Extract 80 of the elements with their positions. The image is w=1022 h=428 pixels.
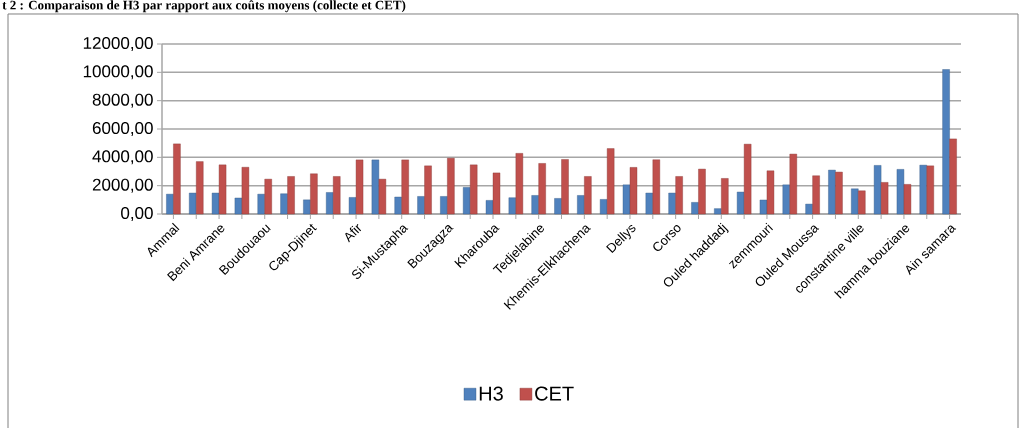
bar xyxy=(241,167,250,215)
bar xyxy=(743,143,752,215)
y-tick-label: 6000,00 xyxy=(92,121,153,137)
bar xyxy=(554,198,562,215)
bar xyxy=(629,167,638,215)
bar xyxy=(880,182,889,215)
y-tick-label: 4000,00 xyxy=(92,150,153,165)
bar xyxy=(348,197,357,215)
bar xyxy=(949,138,957,215)
bar xyxy=(577,195,585,215)
bar xyxy=(812,175,820,215)
bar xyxy=(326,192,334,215)
bar xyxy=(508,197,517,215)
bar xyxy=(264,178,272,215)
bar xyxy=(310,173,318,215)
y-tick-label: 10000,00 xyxy=(83,65,153,80)
bar xyxy=(584,176,592,215)
bar xyxy=(691,202,699,215)
bar xyxy=(698,168,706,215)
y-tick-label: 8000,00 xyxy=(92,93,153,108)
bar xyxy=(440,196,448,215)
bar xyxy=(424,165,432,215)
bar xyxy=(782,184,790,215)
bar xyxy=(766,170,775,215)
bar xyxy=(218,164,227,215)
bar xyxy=(652,159,661,215)
bar xyxy=(714,208,722,215)
bar xyxy=(378,178,387,215)
bar xyxy=(280,193,288,215)
bar xyxy=(622,184,631,215)
bar xyxy=(828,169,836,215)
bar xyxy=(189,192,197,215)
bar xyxy=(759,199,768,215)
bar xyxy=(287,176,295,215)
bar xyxy=(538,163,546,215)
bar xyxy=(257,193,265,215)
bar xyxy=(234,197,243,215)
chart-title: t 2 : Comparaison de H3 par rapport aux coûts moyens (collecte et CET) xyxy=(2,0,406,13)
bar xyxy=(469,164,478,215)
y-tick-label: 0,00 xyxy=(121,206,153,222)
bar xyxy=(736,191,745,215)
bar xyxy=(858,190,866,215)
bar xyxy=(515,153,524,215)
bar xyxy=(919,164,927,215)
bar xyxy=(531,195,539,215)
bar xyxy=(462,187,471,215)
bar xyxy=(926,165,934,215)
bar xyxy=(333,176,341,215)
legend-label: CET xyxy=(535,386,574,401)
bar xyxy=(599,199,608,215)
bar xyxy=(303,199,311,215)
bar xyxy=(173,143,181,215)
bar xyxy=(645,192,654,215)
bar xyxy=(873,165,882,215)
bar xyxy=(896,169,905,215)
bar xyxy=(401,159,409,215)
bar xyxy=(561,159,569,215)
bar xyxy=(942,69,950,215)
bar xyxy=(721,178,729,215)
bar xyxy=(371,159,380,215)
bar xyxy=(196,161,204,215)
bar xyxy=(492,172,501,215)
legend-label: H3 xyxy=(479,386,503,401)
y-tick-label: 12000,00 xyxy=(83,36,153,52)
bar xyxy=(789,153,797,215)
bar xyxy=(417,196,425,215)
bar xyxy=(166,193,174,215)
bar xyxy=(851,188,859,215)
bar xyxy=(903,184,912,215)
bar xyxy=(355,159,364,215)
bar xyxy=(675,176,683,215)
bar xyxy=(805,203,813,215)
bar xyxy=(606,148,615,215)
y-tick-label: 2000,00 xyxy=(92,178,153,193)
bar xyxy=(668,192,676,215)
bar xyxy=(485,200,494,215)
bar xyxy=(394,196,402,215)
bar xyxy=(447,157,455,215)
bar xyxy=(835,171,843,215)
bar xyxy=(211,192,220,215)
